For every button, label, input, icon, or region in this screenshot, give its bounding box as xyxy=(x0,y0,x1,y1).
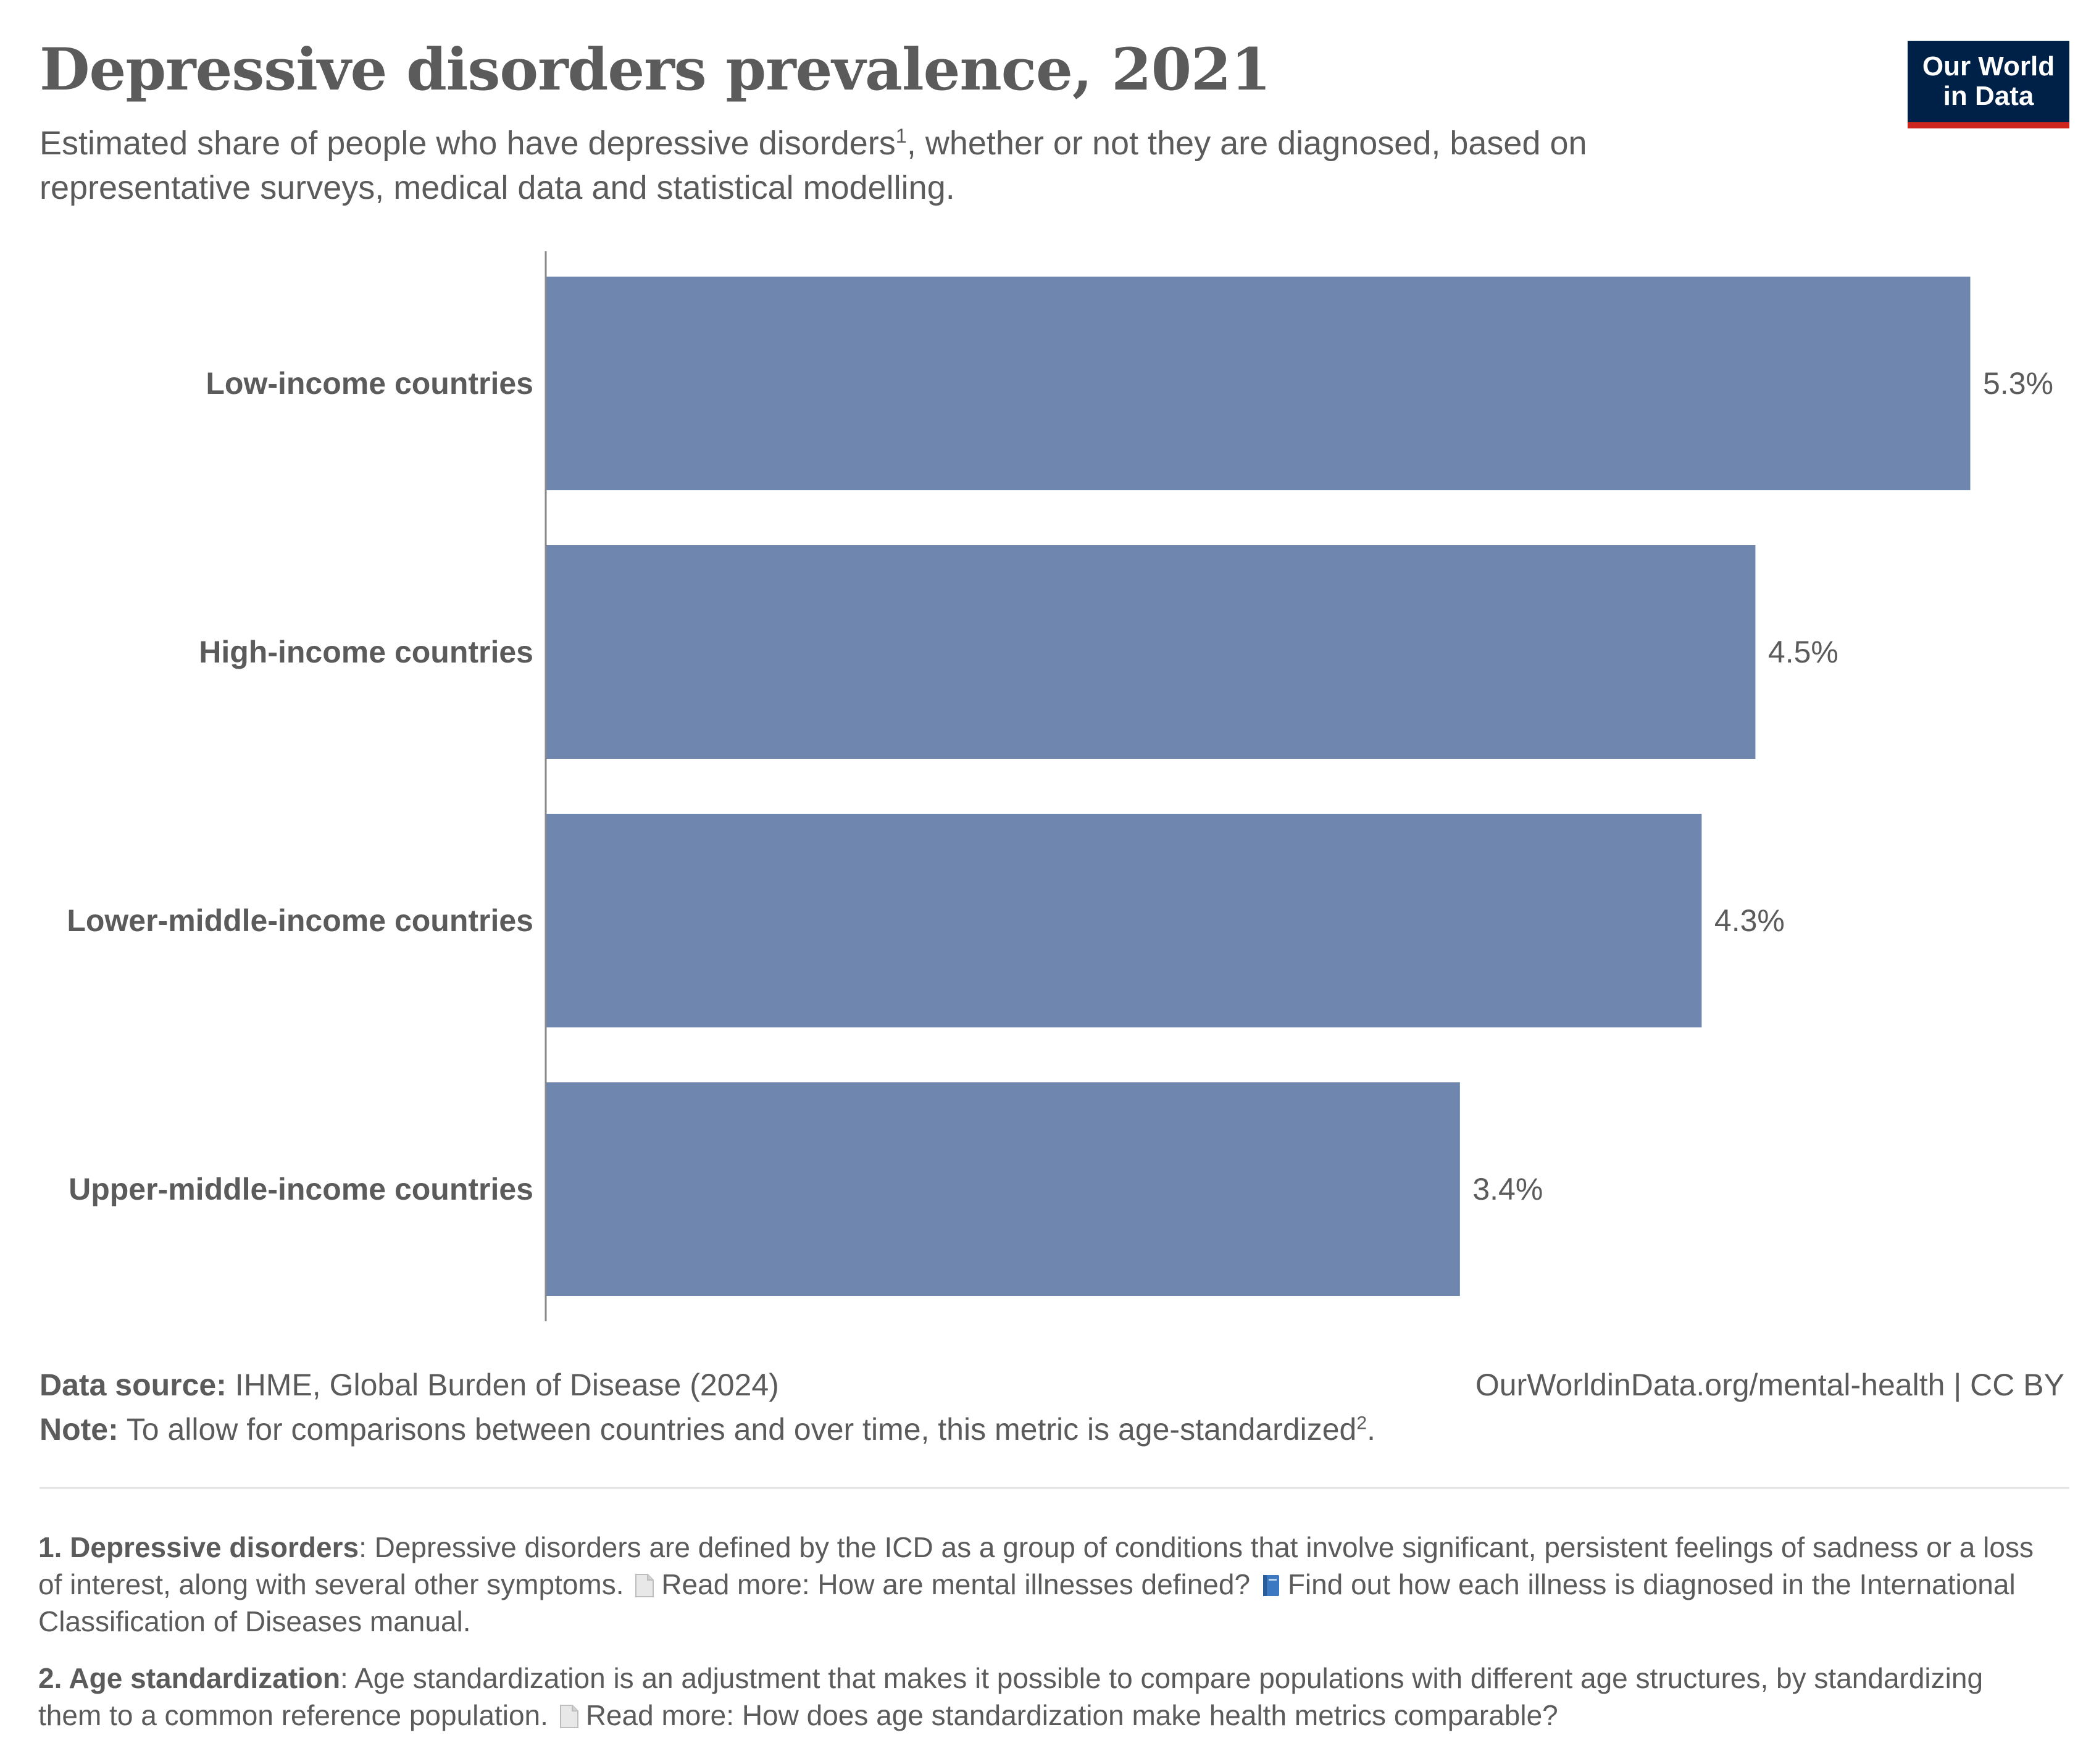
note-text: To allow for comparisons between countri… xyxy=(126,1412,1357,1447)
logo-line-1: Our World xyxy=(1922,51,2055,82)
note-end: . xyxy=(1367,1412,1375,1447)
value-label: 4.3% xyxy=(1714,903,1785,938)
chart-subtitle: Estimated share of people who have depre… xyxy=(40,121,1768,210)
footnote-ref-2[interactable]: 2 xyxy=(1356,1413,1367,1434)
logo-line-2: in Data xyxy=(1943,81,2034,111)
bar[interactable] xyxy=(546,1082,1460,1296)
bar[interactable] xyxy=(546,545,1756,759)
category-label: Low-income countries xyxy=(206,366,533,401)
bar[interactable] xyxy=(546,814,1702,1027)
bar-chart: Low-income countries 5.3% High-income coun… xyxy=(67,251,2053,1321)
owid-logo[interactable]: Our World in Data xyxy=(1908,41,2069,128)
data-source-label: Data source: xyxy=(40,1368,227,1402)
chart-note: Note: To allow for comparisons between c… xyxy=(40,1409,1375,1450)
document-icon xyxy=(635,1574,654,1597)
data-source-text[interactable]: IHME, Global Burden of Disease (2024) xyxy=(235,1368,779,1402)
category-label: High-income countries xyxy=(199,635,533,669)
divider xyxy=(40,1487,2069,1489)
footnote-1-label: 1. Depressive disorders xyxy=(38,1531,359,1563)
footnote-2-text: : Age standardization is an adjustment t… xyxy=(38,1662,1984,1731)
bar[interactable] xyxy=(546,277,1971,490)
footnote-2-link[interactable]: Read more: How does age standardization … xyxy=(585,1699,1558,1731)
footnote-1-link-2[interactable]: Find out how each illness is diagnosed i… xyxy=(38,1568,2016,1637)
footnote-1-text: : Depressive disorders are defined by th… xyxy=(38,1531,2034,1600)
value-label: 3.4% xyxy=(1472,1172,1543,1206)
category-label: Lower-middle-income countries xyxy=(67,903,533,938)
chart-title: Depressive disorders prevalence, 2021 xyxy=(40,36,1271,104)
footnote-1: 1. Depressive disorders: Depressive diso… xyxy=(38,1529,2038,1640)
subtitle-text: Estimated share of people who have depre… xyxy=(40,125,896,162)
footnote-2-label: 2. Age standardization xyxy=(38,1662,341,1694)
category-label: Upper-middle-income countries xyxy=(69,1172,533,1206)
data-source: Data source: IHME, Global Burden of Dise… xyxy=(40,1365,779,1405)
value-label: 5.3% xyxy=(1983,366,2053,401)
footnote-ref-1[interactable]: 1 xyxy=(895,125,907,147)
document-icon xyxy=(559,1705,578,1728)
footnote-2: 2. Age standardization: Age standardizat… xyxy=(38,1660,2038,1734)
note-label: Note: xyxy=(40,1412,119,1447)
source-url[interactable]: OurWorldinData.org/mental-health | CC BY xyxy=(1475,1368,2064,1402)
footnote-1-link-1[interactable]: Read more: How are mental illnesses defi… xyxy=(661,1568,1251,1600)
value-label: 4.5% xyxy=(1768,635,1838,669)
book-icon xyxy=(1262,1575,1279,1596)
subtitle-text-end: , whether or not they are diagnosed, bas… xyxy=(40,125,1587,206)
